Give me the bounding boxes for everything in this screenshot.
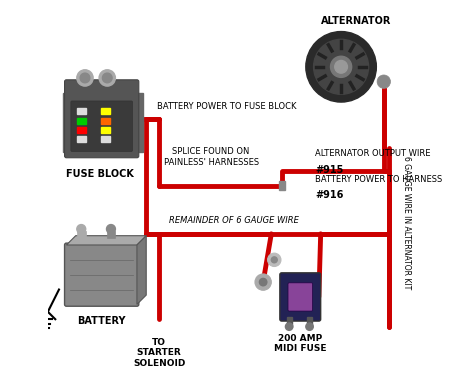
Bar xyxy=(63,93,68,152)
Circle shape xyxy=(285,323,293,330)
Circle shape xyxy=(314,39,369,94)
Text: ALTERNATOR OUTPUT WIRE: ALTERNATOR OUTPUT WIRE xyxy=(315,149,430,158)
Bar xyxy=(101,118,110,124)
Bar xyxy=(101,127,110,133)
Circle shape xyxy=(77,70,93,86)
Bar xyxy=(107,231,115,238)
Bar xyxy=(77,231,86,238)
FancyBboxPatch shape xyxy=(64,80,139,158)
Circle shape xyxy=(335,60,347,73)
Bar xyxy=(137,93,143,152)
Circle shape xyxy=(306,32,376,102)
Text: #915: #915 xyxy=(315,165,344,175)
FancyBboxPatch shape xyxy=(71,101,133,152)
Text: SPLICE FOUND ON
PAINLESS' HARNESSES: SPLICE FOUND ON PAINLESS' HARNESSES xyxy=(164,147,259,167)
Circle shape xyxy=(271,257,277,263)
Bar xyxy=(279,181,285,190)
Circle shape xyxy=(306,323,313,330)
Bar xyxy=(77,118,86,124)
Text: FUSE BLOCK: FUSE BLOCK xyxy=(66,169,134,179)
Text: 6 GAUGE WIRE IN ALTERNATOR KIT: 6 GAUGE WIRE IN ALTERNATOR KIT xyxy=(401,156,410,290)
Text: ALTERNATOR: ALTERNATOR xyxy=(321,16,391,26)
Text: #916: #916 xyxy=(315,190,344,200)
Circle shape xyxy=(259,278,267,286)
Circle shape xyxy=(268,253,281,267)
Bar xyxy=(77,108,86,114)
Text: REMAINDER OF 6 GAUGE WIRE: REMAINDER OF 6 GAUGE WIRE xyxy=(169,216,299,225)
Bar xyxy=(286,317,292,327)
Bar xyxy=(307,317,312,327)
Text: 200 AMP
MIDI FUSE: 200 AMP MIDI FUSE xyxy=(274,334,327,354)
Circle shape xyxy=(102,73,112,83)
Polygon shape xyxy=(66,236,146,245)
FancyBboxPatch shape xyxy=(64,243,139,306)
Text: BATTERY POWER TO HARNESS: BATTERY POWER TO HARNESS xyxy=(315,175,442,184)
Circle shape xyxy=(99,70,115,86)
FancyBboxPatch shape xyxy=(280,273,321,321)
Text: BATTERY: BATTERY xyxy=(77,315,126,326)
Circle shape xyxy=(107,225,115,234)
Bar xyxy=(101,136,110,142)
Circle shape xyxy=(80,73,90,83)
Circle shape xyxy=(330,56,352,77)
Text: TO
STARTER
SOLENOID: TO STARTER SOLENOID xyxy=(133,338,185,368)
Bar xyxy=(77,136,86,142)
Polygon shape xyxy=(137,236,146,304)
FancyBboxPatch shape xyxy=(288,283,312,311)
Text: BATTERY POWER TO FUSE BLOCK: BATTERY POWER TO FUSE BLOCK xyxy=(157,102,297,111)
Circle shape xyxy=(77,225,86,234)
Bar xyxy=(77,127,86,133)
Circle shape xyxy=(255,274,271,290)
Circle shape xyxy=(377,75,391,88)
Bar xyxy=(101,108,110,114)
